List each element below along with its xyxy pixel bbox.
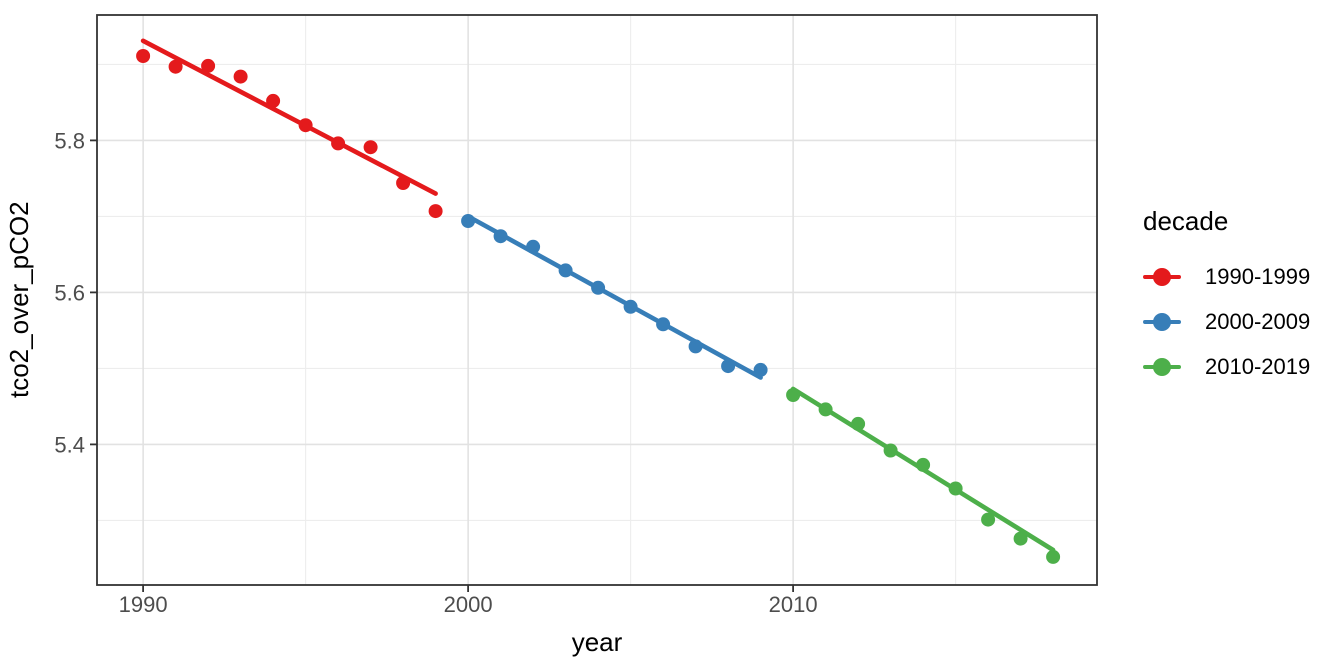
data-point: [1046, 549, 1061, 564]
y-axis-title: tco2_over_pCO2: [4, 201, 34, 399]
x-tick-label: 2000: [444, 592, 493, 617]
legend-item-1990-1999: 1990-1999: [1143, 257, 1310, 297]
y-tick-label: 5.4: [54, 432, 85, 457]
data-point: [233, 69, 248, 84]
legend-title: decade: [1143, 206, 1229, 236]
trend-line: [790, 386, 1056, 553]
data-point: [981, 512, 996, 527]
legend-key-icon: [1143, 257, 1181, 297]
legend-key-icon: [1143, 347, 1181, 387]
data-point: [136, 49, 151, 63]
data-point: [363, 140, 378, 155]
x-tick-label: 2010: [769, 592, 818, 617]
legend-item-2000-2009: 2000-2009: [1143, 302, 1310, 342]
data-point: [428, 204, 443, 219]
trend-line: [465, 214, 763, 380]
legend: decade 1990-1999 2000-2009 2010-2019: [1143, 206, 1310, 392]
panel-border: [96, 14, 1098, 586]
data-point: [1013, 531, 1028, 546]
y-tick-label: 5.6: [54, 280, 85, 305]
legend-label: 2000-2009: [1205, 309, 1311, 334]
legend-label: 2010-2019: [1205, 354, 1311, 379]
legend-key-icon: [1143, 302, 1181, 342]
data-point: [201, 58, 216, 73]
legend-label: 1990-1999: [1205, 264, 1311, 289]
x-axis-title: year: [571, 627, 623, 657]
y-tick-label: 5.8: [54, 128, 85, 153]
trend-line: [140, 38, 438, 196]
legend-item-2010-2019: 2010-2019: [1143, 347, 1310, 387]
x-tick-label: 1990: [119, 592, 168, 617]
data-point: [168, 59, 183, 74]
